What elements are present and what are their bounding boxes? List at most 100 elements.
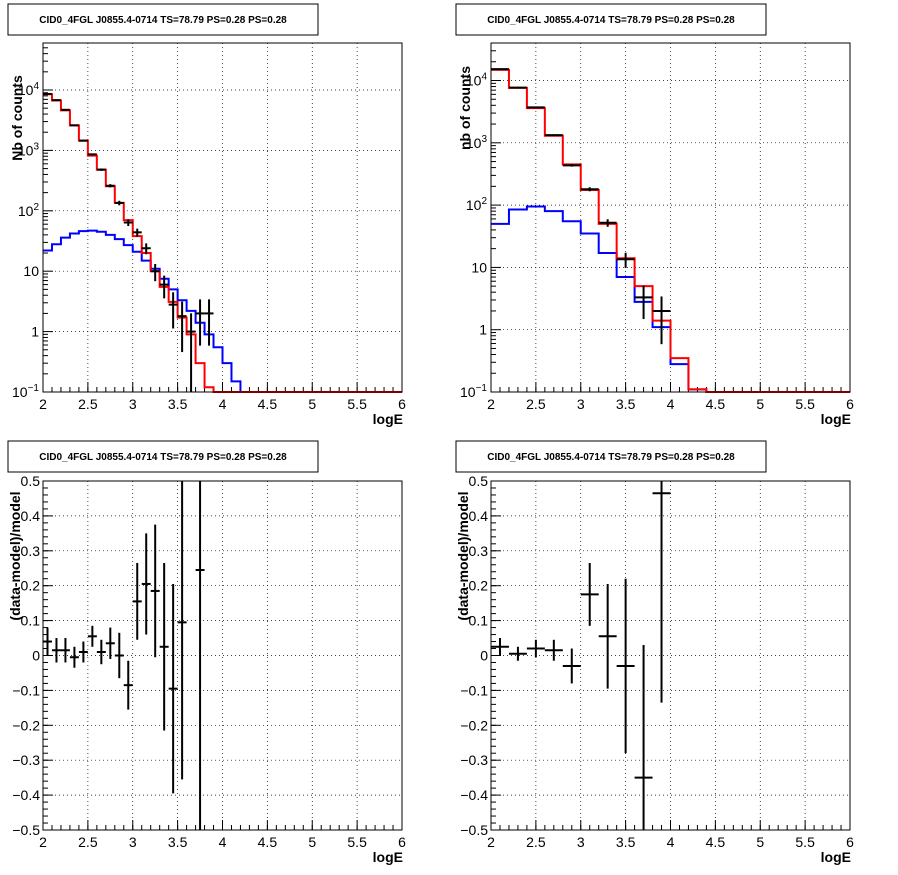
data-point	[204, 299, 214, 346]
data-point	[616, 252, 635, 268]
x-tick-label: 4	[667, 834, 675, 850]
x-axis-label: logE	[373, 849, 403, 865]
residual-point	[168, 583, 178, 794]
x-tick-label: 2	[39, 396, 47, 412]
x-tick-label: 5.5	[795, 834, 815, 850]
x-axis-label: logE	[821, 849, 851, 865]
y-tick-label: 1	[479, 322, 487, 338]
residual-point	[69, 646, 79, 668]
x-tick-label: 2.5	[78, 834, 98, 850]
data-point	[60, 108, 70, 111]
y-tick-label: 0.4	[21, 508, 41, 524]
x-tick-label: 6	[398, 396, 406, 412]
x-tick-label: 5	[308, 396, 316, 412]
y-tick-label: 0	[32, 648, 40, 664]
data-point	[544, 134, 563, 137]
x-tick-label: 3.5	[616, 834, 636, 850]
y-tick-label: −0.2	[460, 717, 488, 733]
y-axis-label: Nb of counts	[9, 75, 25, 161]
x-tick-label: 3.5	[168, 396, 188, 412]
residual-point	[634, 645, 653, 830]
residual-point	[105, 627, 115, 659]
residual-point	[141, 533, 151, 635]
x-tick-label: 4	[219, 396, 227, 412]
data-point	[96, 168, 106, 171]
x-tick-label: 4.5	[258, 834, 278, 850]
x-tick-label: 3	[129, 396, 137, 412]
data-point	[132, 228, 142, 237]
x-tick-label: 5.5	[795, 396, 815, 412]
residual-point	[123, 660, 133, 710]
plot-frame	[42, 42, 403, 393]
residual-point	[491, 638, 509, 656]
residual-point	[43, 627, 52, 656]
plot-frame	[490, 42, 851, 393]
data-point	[114, 200, 124, 206]
residual-point	[652, 481, 671, 703]
title-box	[7, 3, 319, 36]
y-tick-label: 0.4	[469, 508, 489, 524]
y-tick-label: −0.1	[12, 682, 40, 698]
y-axis-label: (data-model)/model	[455, 491, 471, 620]
residual-point	[616, 578, 635, 754]
residual-point	[96, 639, 106, 665]
x-tick-label: 6	[846, 396, 854, 412]
y-tick-label: 0.2	[21, 578, 41, 594]
y-tick-label: −0.5	[12, 822, 40, 838]
y-tick-label: −0.4	[460, 787, 488, 803]
residual-point	[87, 625, 97, 647]
y-tick-exponent: −1	[476, 383, 488, 394]
y-tick-label: 10	[23, 263, 39, 279]
x-tick-label: 3.5	[616, 396, 636, 412]
residual-point	[526, 639, 545, 658]
data-point	[186, 313, 196, 392]
y-tick-exponent: 4	[481, 72, 487, 83]
data-point	[150, 263, 160, 282]
y-tick-label: −0.1	[460, 682, 488, 698]
data-point	[43, 92, 52, 95]
plot-frame	[42, 480, 403, 831]
y-tick-label: 0.1	[469, 613, 489, 629]
panel-residuals-right: CID0_4FGL J0855.4-0714 TS=78.79 PS=0.28 …	[455, 440, 854, 865]
data-point	[51, 99, 61, 102]
panel-counts-left: CID0_4FGL J0855.4-0714 TS=78.79 PS=0.28 …	[7, 3, 406, 427]
plot-area: 2 2.5 3 3.5 4 4.5 5 5.5 6 −0.5 −0.4 −0.3 −0.2 −0.1 0 0.…	[12, 473, 406, 850]
plot-area: 2 2.5 3 3.5 4 4.5 5 5.5 6 −0.5 −0.4 −0.3 −0.2 −0.1 0 0.…	[460, 473, 854, 850]
y-tick-exponent: 4	[33, 81, 39, 92]
data-point	[168, 292, 178, 329]
data-point	[87, 153, 97, 156]
data-point	[652, 296, 671, 345]
residual-point	[177, 481, 187, 780]
x-tick-label: 6	[846, 834, 854, 850]
residual-point	[508, 646, 527, 661]
data-point	[195, 299, 205, 346]
y-tick-label: 0.5	[21, 473, 41, 489]
data-point	[69, 124, 79, 127]
title-box	[455, 3, 767, 36]
panel-residuals-left: CID0_4FGL J0855.4-0714 TS=78.79 PS=0.28 …	[7, 440, 406, 865]
y-tick-label: 10	[471, 259, 487, 275]
x-tick-label: 5	[756, 834, 764, 850]
data-point	[580, 187, 599, 192]
panel-counts-right: CID0_4FGL J0855.4-0714 TS=78.79 PS=0.28 …	[455, 3, 854, 427]
y-tick-label: −0.4	[12, 787, 40, 803]
x-axis-label: logE	[821, 411, 851, 427]
data-point	[598, 219, 617, 227]
data-point	[508, 86, 527, 89]
x-tick-label: 3	[577, 834, 585, 850]
residual-point	[51, 638, 61, 663]
y-axis-label: (data-model)/model	[7, 491, 23, 620]
x-tick-label: 2	[487, 834, 495, 850]
y-tick-label: −0.3	[460, 752, 488, 768]
y-tick-exponent: 3	[33, 141, 39, 152]
x-tick-label: 4.5	[258, 396, 278, 412]
x-tick-label: 5.5	[347, 396, 367, 412]
x-tick-label: 4.5	[706, 396, 726, 412]
y-axis-label: nb of counts	[457, 66, 473, 150]
data-point	[634, 285, 653, 320]
x-tick-label: 5	[308, 834, 316, 850]
data-point	[159, 275, 169, 299]
y-tick-exponent: 2	[481, 196, 487, 207]
